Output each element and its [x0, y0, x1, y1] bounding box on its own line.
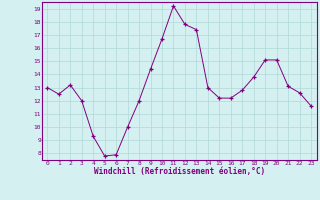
X-axis label: Windchill (Refroidissement éolien,°C): Windchill (Refroidissement éolien,°C) [94, 167, 265, 176]
